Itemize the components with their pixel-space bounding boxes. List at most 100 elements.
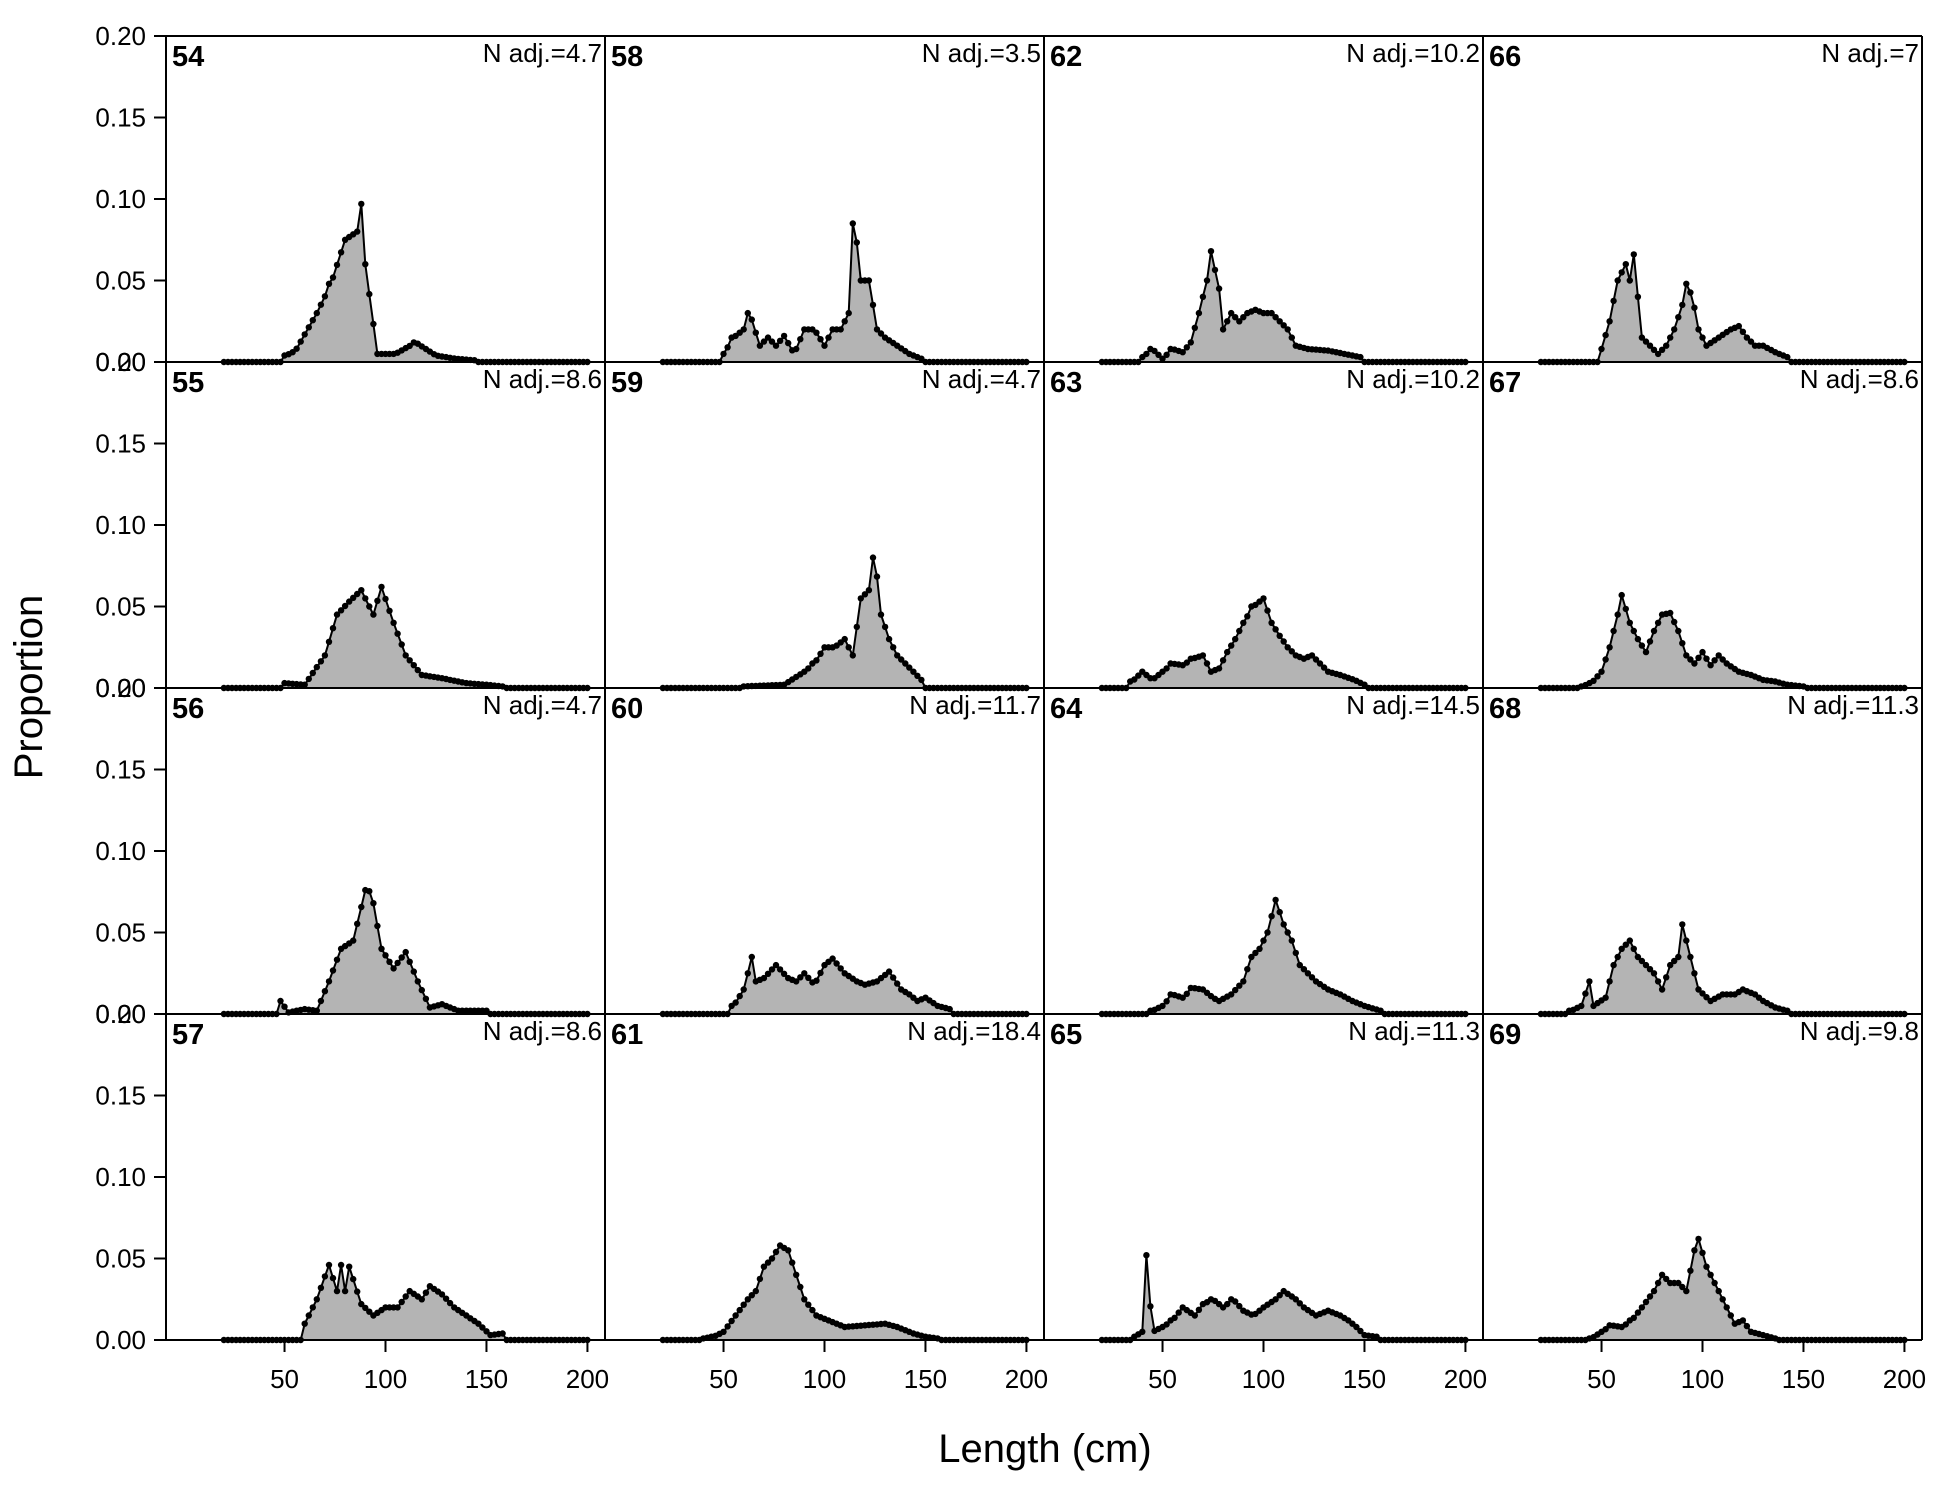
- point-60-33: [793, 978, 800, 985]
- point-58-27: [768, 338, 776, 345]
- point-57-35: [362, 1304, 369, 1312]
- panel-n-label-61: N adj.=18.4: [907, 1016, 1041, 1046]
- point-57-30: [341, 1287, 349, 1295]
- point-56-34: [358, 903, 365, 911]
- point-68-24: [1634, 953, 1642, 961]
- point-64-41: [1264, 929, 1271, 936]
- point-60-58: [894, 980, 901, 987]
- panel-label-67: 67: [1489, 367, 1521, 399]
- point-62-35: [1240, 314, 1247, 321]
- point-57-34: [358, 1300, 365, 1308]
- point-60-35: [801, 970, 808, 977]
- panel-61: 61 N adj.=18.4: [611, 1016, 1041, 1344]
- point-64-47: [1288, 937, 1296, 944]
- point-62-46: [1284, 326, 1291, 333]
- point-61-34: [797, 1283, 804, 1291]
- point-64-32: [1228, 991, 1235, 998]
- point-66-19: [1614, 277, 1621, 284]
- point-62-15: [1159, 355, 1166, 362]
- point-54-20: [301, 331, 308, 338]
- point-61-16: [724, 1323, 731, 1330]
- point-58-30: [780, 332, 788, 340]
- point-60-71: [946, 1005, 953, 1013]
- point-57-65: [483, 1328, 490, 1335]
- point-61-20: [740, 1301, 747, 1308]
- point-56-28: [333, 956, 341, 963]
- panel-58: 58 N adj.=3.5: [611, 38, 1041, 366]
- point-54-22: [309, 317, 316, 324]
- point-62-16: [1163, 351, 1170, 358]
- point-64-37: [1248, 953, 1255, 961]
- panel-n-label-63: N adj.=10.2: [1346, 364, 1480, 394]
- point-66-15: [1598, 345, 1605, 353]
- point-69-21: [1622, 1321, 1630, 1328]
- point-61-18: [732, 1312, 739, 1319]
- panel-n-label-57: N adj.=8.6: [483, 1016, 602, 1046]
- point-59-52: [869, 554, 877, 561]
- area-64: [1101, 899, 1466, 1014]
- point-60-22: [748, 953, 755, 961]
- point-56-23: [313, 1007, 320, 1014]
- point-62-64: [1357, 353, 1364, 361]
- point-69-44: [1715, 1287, 1722, 1295]
- point-62-22: [1187, 339, 1195, 346]
- point-55-44: [398, 641, 405, 648]
- point-68-34: [1675, 953, 1682, 961]
- point-66-34: [1675, 314, 1682, 321]
- point-62-24: [1195, 309, 1203, 317]
- x-tick-label: 200: [1444, 1364, 1487, 1394]
- point-64-40: [1260, 937, 1267, 944]
- point-54-19: [297, 338, 304, 345]
- point-64-46: [1284, 929, 1291, 936]
- point-56-46: [406, 958, 413, 965]
- point-68-33: [1671, 957, 1678, 965]
- panel-label-60: 60: [611, 693, 643, 725]
- point-65-24: [1195, 1306, 1203, 1314]
- panel-57: 57 N adj.=8.6: [172, 1016, 602, 1344]
- point-69-24: [1634, 1309, 1642, 1316]
- point-67-15: [1598, 668, 1605, 675]
- point-68-10: [1578, 1002, 1585, 1010]
- point-59-64: [918, 676, 925, 684]
- panel-n-label-66: N adj.=7: [1821, 38, 1919, 68]
- point-68-36: [1683, 937, 1690, 944]
- point-58-29: [776, 337, 784, 344]
- point-67-21: [1622, 605, 1630, 613]
- point-61-21: [744, 1296, 751, 1303]
- area-65: [1101, 1255, 1466, 1340]
- panel-55: 55 N adj.=8.6: [172, 364, 602, 692]
- point-55-25: [321, 652, 329, 659]
- point-66-52: [1747, 338, 1755, 345]
- point-65-64: [1357, 1327, 1364, 1335]
- point-64-35: [1240, 978, 1247, 985]
- point-56-39: [378, 945, 385, 952]
- panel-64: 64 N adj.=14.5: [1050, 690, 1480, 1018]
- point-62-11: [1143, 350, 1150, 358]
- panel-n-label-59: N adj.=4.7: [922, 364, 1041, 394]
- point-66-39: [1695, 326, 1702, 333]
- point-66-36: [1683, 280, 1690, 287]
- point-62-32: [1228, 309, 1235, 317]
- point-69-25: [1638, 1304, 1646, 1311]
- point-68-11: [1582, 990, 1589, 997]
- point-66-21: [1622, 261, 1630, 268]
- area-54: [223, 203, 588, 362]
- point-69-51: [1743, 1322, 1751, 1330]
- point-56-32: [350, 937, 357, 944]
- panel-label-57: 57: [172, 1019, 204, 1051]
- point-58-38: [813, 329, 820, 336]
- point-64-50: [1300, 966, 1308, 973]
- point-66-38: [1691, 304, 1698, 311]
- point-66-22: [1626, 277, 1634, 284]
- panel-59: 59 N adj.=4.7: [611, 364, 1041, 692]
- panel-n-label-69: N adj.=9.8: [1800, 1016, 1919, 1046]
- point-66-27: [1646, 342, 1654, 349]
- point-64-15: [1159, 1002, 1166, 1010]
- point-63-9: [1135, 672, 1142, 679]
- point-68-18: [1610, 961, 1617, 969]
- point-56-33: [354, 920, 361, 927]
- point-66-23: [1630, 251, 1638, 258]
- point-66-29: [1654, 350, 1662, 358]
- point-62-43: [1272, 314, 1279, 321]
